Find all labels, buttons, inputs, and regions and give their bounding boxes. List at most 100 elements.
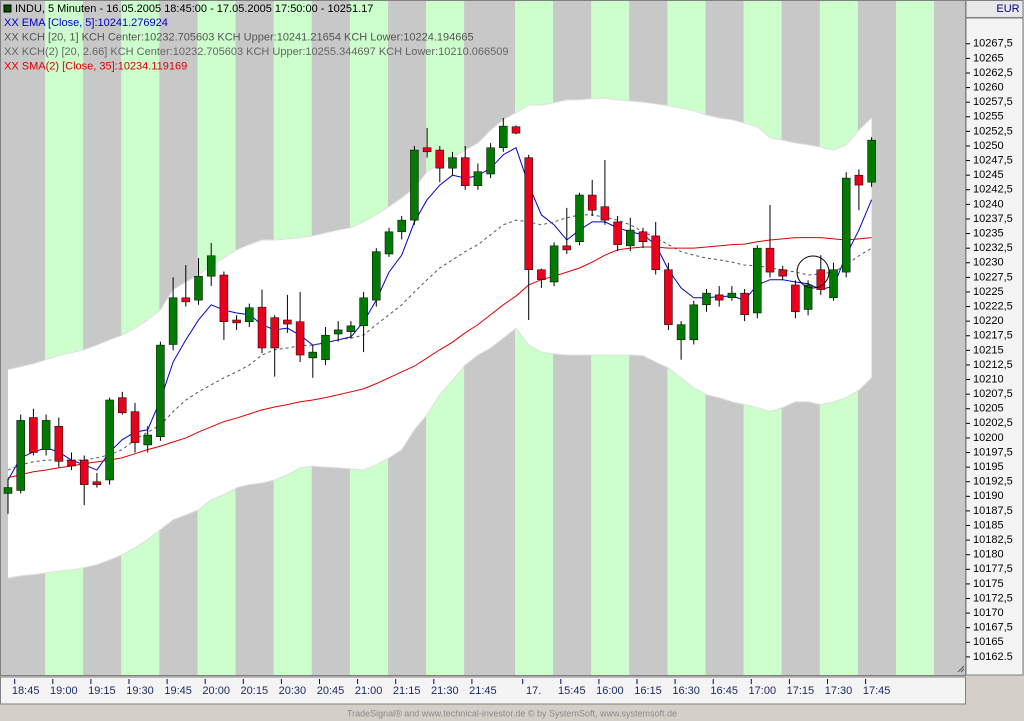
- candle-body: [308, 351, 318, 359]
- candle-body: [867, 139, 876, 183]
- candle-body: [689, 304, 699, 341]
- candle-body: [29, 417, 38, 453]
- y-tick-label: 10200: [973, 432, 1004, 444]
- y-tick-label: 10205: [973, 403, 1004, 415]
- legend: INDU, 5 Minuten - 16.05.2005 18:45:00 - …: [3, 3, 509, 72]
- candle-body: [16, 420, 25, 491]
- x-tick-label: 19:45: [164, 685, 192, 697]
- candle-body: [67, 459, 76, 467]
- y-tick-label: 10240: [973, 198, 1004, 210]
- legend-entry: XX KCH(2) [20, 2.66] KCH Center:10232.70…: [4, 46, 509, 58]
- candle-body: [219, 274, 229, 322]
- y-tick-label: 10197,5: [973, 446, 1013, 458]
- candle-body: [435, 149, 445, 169]
- candle-body: [765, 247, 775, 273]
- y-tick-label: 10257,5: [973, 96, 1013, 108]
- x-tick-label: 16:30: [672, 685, 700, 697]
- candle-body: [702, 292, 711, 306]
- x-tick-label: 20:45: [317, 685, 345, 697]
- y-tick-label: 10182,5: [973, 534, 1013, 546]
- x-tick-label: 17:45: [863, 685, 891, 697]
- candle-body: [676, 324, 686, 341]
- candle-body: [194, 275, 203, 301]
- x-tick-label: 19:00: [50, 685, 78, 697]
- candle-body: [295, 321, 305, 356]
- y-tick-label: 10187,5: [973, 505, 1013, 517]
- candle-body: [333, 329, 343, 335]
- y-tick-label: 10265: [973, 52, 1004, 64]
- annotation-circle: [796, 255, 830, 289]
- candle-body: [118, 397, 127, 414]
- x-tick-label: 21:30: [431, 685, 459, 697]
- y-tick-label: 10192,5: [973, 476, 1013, 488]
- plot-area: [3, 97, 876, 579]
- candle-body: [664, 269, 673, 325]
- y-tick-label: 10167,5: [973, 622, 1013, 634]
- y-tick-label: 10172,5: [973, 592, 1013, 604]
- indicator-line: [7, 214, 872, 471]
- candle-body: [816, 269, 826, 290]
- candle-body: [460, 157, 470, 186]
- candle-body: [257, 306, 267, 349]
- x-tick-label: 18:45: [12, 685, 40, 697]
- candle-body: [841, 177, 851, 273]
- channel-lower: [7, 327, 872, 579]
- x-tick-label: 17:15: [787, 685, 815, 697]
- y-tick-label: 10190: [973, 490, 1004, 502]
- resize-grip: [957, 665, 965, 673]
- legend-entry: XX EMA [Close, 5]:10241.276924: [4, 17, 168, 29]
- y-tick-label: 10212,5: [973, 359, 1013, 371]
- channel-band: [8, 98, 872, 579]
- candle-body: [448, 157, 457, 169]
- candle-body: [372, 251, 381, 301]
- x-tick-label: 20:30: [279, 685, 307, 697]
- legend-icon: [3, 4, 12, 13]
- y-tick-label: 10177,5: [973, 563, 1013, 575]
- legend-entry: XX SMA(2) [Close, 35]:10234.119169: [4, 60, 187, 72]
- candle-body: [499, 125, 508, 148]
- x-tick-label: 21:45: [469, 685, 497, 697]
- candle-body: [651, 235, 660, 271]
- candle-body: [41, 420, 51, 450]
- axes: 10162.5 10165 10167,5 10170 10172,5 10175 1017…: [12, 38, 1013, 697]
- y-tick-label: 10235: [973, 227, 1004, 239]
- y-tick-label: 10162.5: [973, 651, 1013, 663]
- x-tick-label: 21:00: [355, 685, 383, 697]
- y-tick-label: 10245: [973, 169, 1004, 181]
- candle-body: [613, 221, 622, 245]
- candle-body: [384, 231, 394, 255]
- candle-body: [232, 319, 241, 324]
- candle-body: [181, 297, 191, 303]
- candle-body: [638, 231, 648, 242]
- candle-body: [587, 194, 597, 211]
- currency-box: [965, 0, 1024, 18]
- y-tick-label: 10222,5: [973, 300, 1013, 312]
- candle-body: [714, 294, 724, 301]
- candle-body: [778, 269, 787, 277]
- y-tick-label: 10207,5: [973, 388, 1013, 400]
- x-tick-label: 20:15: [241, 685, 269, 697]
- y-tick-label: 10247,5: [973, 154, 1013, 166]
- candle-body: [130, 411, 140, 443]
- x-tick-label: 15:45: [558, 685, 586, 697]
- legend-entry: XX KCH [20, 1] KCH Center:10232.705603 K…: [4, 31, 474, 43]
- indicator-line: [7, 237, 872, 479]
- y-tick-label: 10210: [973, 373, 1004, 385]
- candle-body: [410, 149, 419, 221]
- y-tick-label: 10217,5: [973, 330, 1013, 342]
- y-tick-label: 10225: [973, 286, 1004, 298]
- time-stripe: [45, 0, 84, 675]
- candle-body: [397, 219, 406, 233]
- y-tick-label: 10262,5: [973, 67, 1013, 79]
- x-tick-label: 17:30: [825, 685, 853, 697]
- candle-body: [511, 126, 521, 134]
- x-tick-label: 16:45: [710, 685, 738, 697]
- x-tick-label: 16:15: [634, 685, 662, 697]
- y-tick-label: 10237,5: [973, 213, 1013, 225]
- candle-body: [359, 297, 368, 327]
- y-tick-label: 10227,5: [973, 271, 1013, 283]
- candle-body: [321, 334, 330, 360]
- x-tick-label: 17.: [526, 685, 541, 697]
- candle-body: [245, 307, 254, 322]
